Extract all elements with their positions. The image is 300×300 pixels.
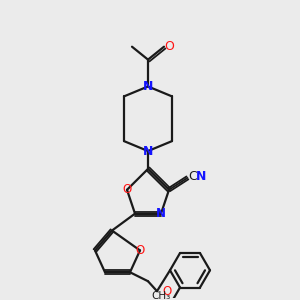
Text: N: N	[156, 207, 166, 220]
Text: N: N	[143, 80, 153, 93]
Text: O: O	[164, 40, 174, 53]
Text: O: O	[122, 183, 132, 196]
Text: C: C	[188, 170, 197, 183]
Text: O: O	[162, 285, 171, 298]
Text: O: O	[135, 244, 145, 257]
Text: N: N	[195, 170, 206, 183]
Text: CH₃: CH₃	[152, 290, 171, 300]
Text: N: N	[143, 145, 153, 158]
